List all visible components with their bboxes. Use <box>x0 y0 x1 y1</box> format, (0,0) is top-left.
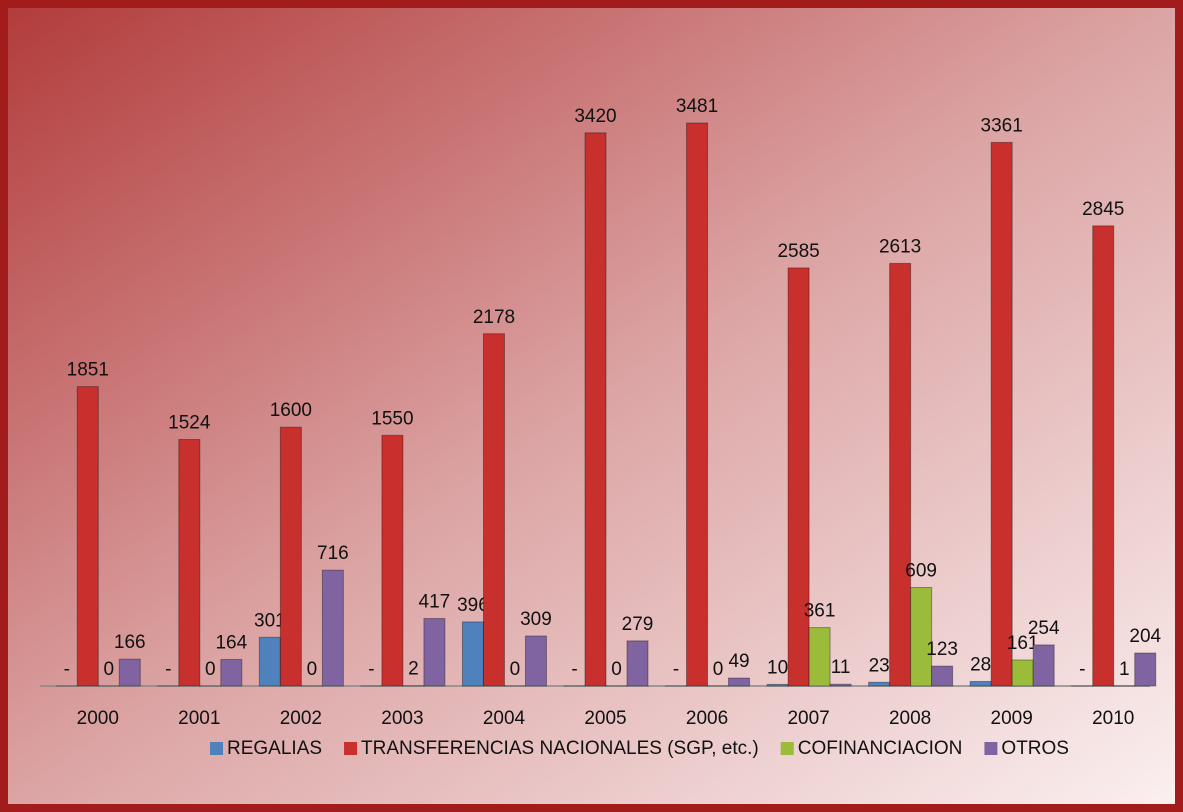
bar <box>787 267 810 687</box>
data-label: 11 <box>831 657 851 678</box>
data-label: 2585 <box>777 241 819 262</box>
data-label: 609 <box>905 561 937 582</box>
data-label: 10 <box>767 657 788 678</box>
data-label: 49 <box>728 651 749 672</box>
x-tick-label: 2006 <box>686 708 728 729</box>
bar <box>321 569 344 687</box>
x-tick-label: 2004 <box>483 708 526 729</box>
data-label: 3481 <box>676 96 718 117</box>
x-tick-label: 2003 <box>381 708 423 729</box>
bar <box>808 627 831 687</box>
data-label: - <box>64 659 70 680</box>
x-tick-label: 2000 <box>77 708 119 729</box>
data-label: 28 <box>970 654 991 675</box>
bar <box>969 680 992 687</box>
data-label: 0 <box>103 659 114 680</box>
x-tick-label: 2010 <box>1092 708 1134 729</box>
data-label: 3361 <box>981 115 1023 136</box>
data-label: - <box>673 659 679 680</box>
bar <box>889 262 912 687</box>
bar <box>829 683 852 687</box>
data-label: 361 <box>804 601 836 622</box>
bar <box>118 658 141 687</box>
data-label: 0 <box>205 659 216 680</box>
bar <box>910 587 933 687</box>
bar <box>178 439 201 687</box>
bar <box>524 635 547 687</box>
data-label: 1851 <box>67 360 109 381</box>
data-label: 2613 <box>879 236 921 257</box>
bar <box>990 141 1013 687</box>
data-label: 1550 <box>371 408 413 429</box>
legend-label: COFINANCIACION <box>798 738 963 759</box>
bar <box>1011 659 1034 687</box>
bar <box>258 636 281 687</box>
data-label: - <box>368 659 374 680</box>
data-label: 3420 <box>574 106 616 127</box>
data-label: - <box>1079 659 1085 680</box>
data-label: 279 <box>622 614 654 635</box>
x-tick-label: 2009 <box>991 708 1033 729</box>
x-tick-label: 2005 <box>584 708 626 729</box>
x-tick-label: 2001 <box>178 708 220 729</box>
data-label: - <box>571 659 577 680</box>
bar <box>482 333 505 687</box>
bar <box>220 658 243 687</box>
data-label: 254 <box>1028 618 1060 639</box>
data-label: 396 <box>457 595 489 616</box>
bar <box>76 386 99 687</box>
data-label: 1524 <box>168 413 211 434</box>
data-label: 0 <box>510 659 521 680</box>
data-label: 301 <box>254 610 286 631</box>
bar <box>931 665 954 687</box>
data-label: 716 <box>317 543 349 564</box>
x-tick-label: 2008 <box>889 708 931 729</box>
legend-swatch <box>984 742 998 755</box>
data-label: 1 <box>1119 659 1130 680</box>
data-label: 2845 <box>1082 199 1124 220</box>
data-label: 0 <box>307 659 318 680</box>
data-label: 309 <box>520 609 552 630</box>
bar <box>584 132 607 687</box>
bar <box>728 677 751 687</box>
bar <box>1092 225 1115 687</box>
legend-swatch <box>780 742 794 755</box>
bar <box>1134 652 1157 687</box>
bar <box>626 640 649 687</box>
bar <box>461 621 484 687</box>
data-label: 161 <box>1007 633 1039 654</box>
data-label: 0 <box>611 659 622 680</box>
data-label: 417 <box>419 592 451 613</box>
data-label: 2178 <box>473 307 515 328</box>
bar <box>1032 644 1055 687</box>
data-label: 23 <box>869 655 890 676</box>
data-label: 2 <box>408 659 419 680</box>
legend-label: REGALIAS <box>227 738 322 759</box>
legend-label: OTROS <box>1001 738 1069 759</box>
data-label: - <box>165 659 171 680</box>
legend-label: TRANSFERENCIAS NACIONALES (SGP, etc.) <box>361 738 759 759</box>
legend-swatch <box>344 742 358 755</box>
bar <box>279 426 302 687</box>
bar <box>381 434 404 687</box>
data-label: 164 <box>215 632 247 653</box>
data-label: 0 <box>713 659 724 680</box>
data-label: 166 <box>114 632 146 653</box>
x-tick-label: 2007 <box>787 708 829 729</box>
data-label: 1600 <box>270 400 312 421</box>
legend-swatch <box>210 742 223 755</box>
bar <box>868 681 891 687</box>
data-label: 204 <box>1129 626 1161 647</box>
bar <box>766 683 789 687</box>
bar <box>423 618 446 687</box>
data-label: 123 <box>926 639 958 660</box>
bar <box>686 122 709 687</box>
x-tick-label: 2002 <box>280 708 322 729</box>
